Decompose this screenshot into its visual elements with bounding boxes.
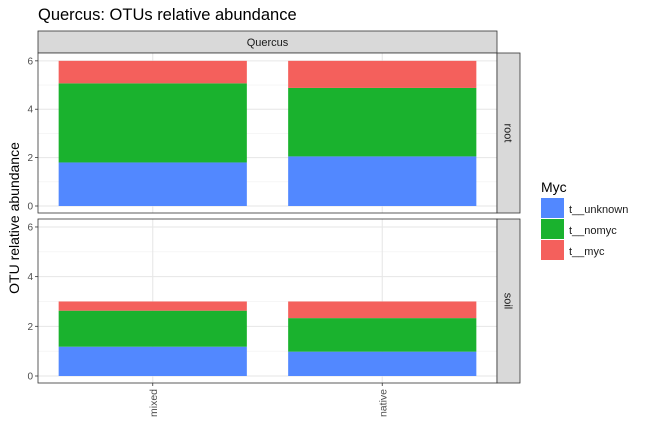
legend: Myc t__unknown t__nomyc t__myc xyxy=(541,179,628,260)
legend-key-unknown xyxy=(541,198,564,218)
y-axis-title: OTU relative abundance xyxy=(6,142,22,294)
legend-label-nomyc: t__nomyc xyxy=(569,225,617,237)
y-tick-label: 6 xyxy=(27,56,33,67)
x-axis: mixed native xyxy=(148,383,389,417)
legend-key-nomyc xyxy=(541,219,564,239)
y-tick-label: 2 xyxy=(27,153,33,164)
bar-soil-native-t-unknown xyxy=(288,351,477,376)
bar-root-native-t-myc xyxy=(288,60,477,88)
facet-row-strip xyxy=(496,218,521,384)
legend-label-myc: t__myc xyxy=(569,246,605,258)
y-tick-label: 6 xyxy=(27,222,33,233)
bar-soil-mixed-t-unknown xyxy=(58,346,247,376)
bar-root-native-t-nomyc xyxy=(288,87,477,157)
facet-row-strip xyxy=(496,52,521,214)
bar-soil-mixed-t-nomyc xyxy=(58,310,247,347)
legend-key-myc xyxy=(541,240,564,260)
bar-root-native-t-unknown xyxy=(288,156,477,206)
bar-root-mixed-t-unknown xyxy=(58,162,247,206)
y-tick-label: 0 xyxy=(27,372,33,383)
y-tick-label: 2 xyxy=(27,322,33,333)
facet-row-label: root xyxy=(502,124,514,143)
x-tick-label: native xyxy=(377,389,389,417)
bar-soil-native-t-myc xyxy=(288,301,477,319)
facet-column-label: Quercus xyxy=(247,37,289,49)
y-tick-label: 4 xyxy=(27,272,33,283)
bar-soil-native-t-nomyc xyxy=(288,318,477,352)
bar-root-mixed-t-myc xyxy=(58,60,247,84)
facet-row-label: soil xyxy=(502,293,514,310)
chart-title: Quercus: OTUs relative abundance xyxy=(38,6,297,24)
panel-soil: 0 2 4 6 soil xyxy=(27,218,521,384)
panel-root: 0 2 4 6 root xyxy=(27,52,521,214)
y-tick-label: 0 xyxy=(27,202,33,213)
legend-label-unknown: t__unknown xyxy=(569,204,628,216)
legend-title: Myc xyxy=(541,179,567,195)
y-tick-label: 4 xyxy=(27,105,33,116)
bar-root-mixed-t-nomyc xyxy=(58,83,247,163)
bar-soil-mixed-t-myc xyxy=(58,301,247,311)
x-tick-label: mixed xyxy=(148,389,160,417)
facet-panels: 0 2 4 6 root 0 2 4 6 soil xyxy=(27,52,521,384)
